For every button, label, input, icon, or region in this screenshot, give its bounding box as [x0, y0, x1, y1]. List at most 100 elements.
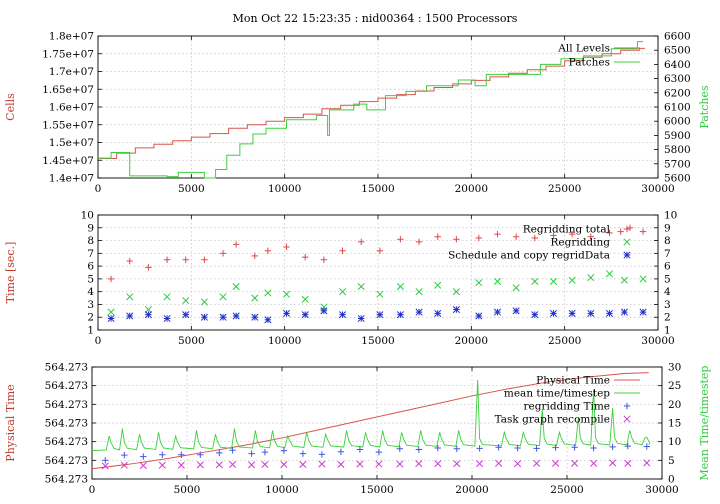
- series-0-line: [98, 47, 645, 159]
- series-1-line: [98, 41, 644, 179]
- series-3-point-d2: [552, 459, 560, 467]
- y2-tick-label: 3: [664, 299, 671, 311]
- series-2-point-d2: [107, 314, 115, 323]
- panel-physical-time: 0 5000 10000 15000 20000 25000 30000 564.273 564…: [4, 362, 711, 497]
- series-1-point-d2: [531, 277, 539, 285]
- series-2-point-d2: [531, 311, 539, 319]
- y2-tick-label: 10: [668, 436, 681, 448]
- series-3-point-d2: [434, 460, 442, 468]
- series-1-point-d2: [434, 281, 442, 289]
- y2-tick-label: 6: [664, 261, 671, 273]
- series-1-point-d2: [338, 288, 347, 296]
- series-1-point-d2: [357, 283, 365, 291]
- series-2-point-d2: [200, 313, 208, 321]
- y-tick-label: 564.273: [45, 399, 88, 411]
- series-3-point-d2: [215, 461, 223, 469]
- series-3-point-d2: [643, 459, 651, 467]
- series-0-line: [91, 372, 649, 470]
- series-1-point-d2: [587, 274, 595, 282]
- panel-regridding-time: 0 5000 10000 15000 20000 25000 300001234567891…: [4, 210, 677, 348]
- x-tick-label: 25000: [548, 335, 581, 347]
- panel-cells-patches: 0 5000 10000 15000 20000 25000 30000 1.4e+07 1.4…: [4, 31, 711, 196]
- y2-tick-label: 5800: [664, 144, 691, 156]
- series-3-point-d2: [453, 460, 461, 468]
- x-tick-label: 15000: [361, 335, 394, 347]
- y2-tick-label: 8: [664, 235, 671, 247]
- y2-tick-label: 2: [664, 312, 671, 324]
- series-1-point-d2: [620, 276, 628, 284]
- x-tick-label: 10000: [268, 335, 301, 347]
- y-tick-label: 10: [81, 210, 94, 222]
- series-2-point-d2: [182, 311, 190, 319]
- series-3-point-d2: [261, 460, 269, 468]
- y-tick-label: 564.273: [45, 418, 88, 430]
- y2-tick-label: 15: [668, 418, 681, 430]
- series-3-point-d2: [375, 460, 383, 468]
- series-2-point-d2: [126, 312, 134, 320]
- series-2-point-d2: [264, 316, 272, 324]
- series-2-point-d2: [475, 312, 483, 320]
- series-1-point-d2: [452, 288, 460, 296]
- x-tick-label: 10000: [268, 183, 301, 195]
- series-2-point-d2: [251, 313, 259, 321]
- series-1-point-d2: [376, 290, 384, 298]
- series-2-point-d2: [219, 313, 227, 321]
- x-tick-label: 15000: [361, 183, 394, 195]
- y-tick-label: 1.7e+07: [49, 66, 94, 78]
- series-2-legend-marker-d2: [623, 251, 631, 259]
- series-3-point-d2: [514, 460, 522, 468]
- series-2-point-d2: [232, 312, 240, 320]
- y-tick-label: 7: [87, 248, 94, 260]
- y2-tick-label: 6200: [664, 87, 691, 99]
- series-3-point-d2: [158, 461, 166, 469]
- y-tick-label: 3: [87, 299, 94, 311]
- y-tick-label: 1.8e+07: [49, 31, 94, 43]
- series-3-point-d2: [624, 459, 632, 467]
- y2-tick-label: 6400: [664, 59, 691, 71]
- series-1-legend-label: Patches: [569, 57, 610, 69]
- y-tick-label: 1.75e+07: [42, 48, 94, 60]
- series-1-point-d2: [415, 288, 423, 296]
- series-2-point-d2: [568, 309, 576, 317]
- series-1-point-d2: [568, 276, 576, 284]
- series-1-point-d2: [493, 277, 502, 285]
- series-3-point-d2: [396, 460, 404, 468]
- series-2-point-d2: [357, 314, 365, 323]
- figure-title: Mon Oct 22 15:23:35 : nid00364 : 1500 Pr…: [233, 12, 518, 25]
- y2-axis-label: Mean Time/timestep: [698, 366, 711, 481]
- x-tick-label: 30000: [641, 183, 674, 195]
- series-3-point-d2: [571, 459, 579, 467]
- series-1-point-d2: [232, 283, 240, 291]
- series-1-point-d2: [126, 293, 134, 301]
- y-axis-label: Cells: [4, 93, 17, 121]
- x-tick-label: 5000: [178, 335, 205, 347]
- y-tick-label: 4: [87, 286, 94, 298]
- series-2-point-d2: [415, 308, 423, 316]
- y-tick-label: 2: [87, 312, 94, 324]
- series-3-point-d2: [415, 460, 423, 468]
- y-tick-label: 1.5e+07: [49, 137, 94, 149]
- y2-axis-label: Patches: [698, 85, 711, 129]
- series-1-point-d2: [219, 293, 227, 301]
- y2-tick-label: 10: [664, 210, 677, 222]
- series-1-point-d2: [475, 279, 483, 287]
- series-3-point-d2: [476, 460, 484, 468]
- series-0-legend-label: All Levels: [557, 43, 610, 55]
- series-1-point-d2: [549, 277, 558, 285]
- y2-tick-label: 5: [668, 455, 675, 467]
- series-3-point-d2: [248, 461, 256, 469]
- x-tick-label: 5000: [174, 484, 201, 496]
- series-1-point-d2: [251, 294, 259, 302]
- series-2-point-d2: [587, 309, 595, 317]
- series-3-point-d2: [495, 459, 503, 467]
- series-3-point-d2: [177, 461, 185, 469]
- series-3-point-d2: [590, 459, 598, 467]
- y-tick-label: 564.273: [45, 380, 88, 392]
- series-2-point-d2: [493, 308, 502, 316]
- series-2-point-d2: [320, 307, 328, 315]
- x-tick-label: 20000: [455, 183, 488, 195]
- series-2-point-d2: [452, 306, 460, 314]
- y-tick-label: 8: [87, 235, 94, 247]
- x-tick-label: 20000: [455, 335, 488, 347]
- y2-tick-label: 5600: [664, 173, 691, 185]
